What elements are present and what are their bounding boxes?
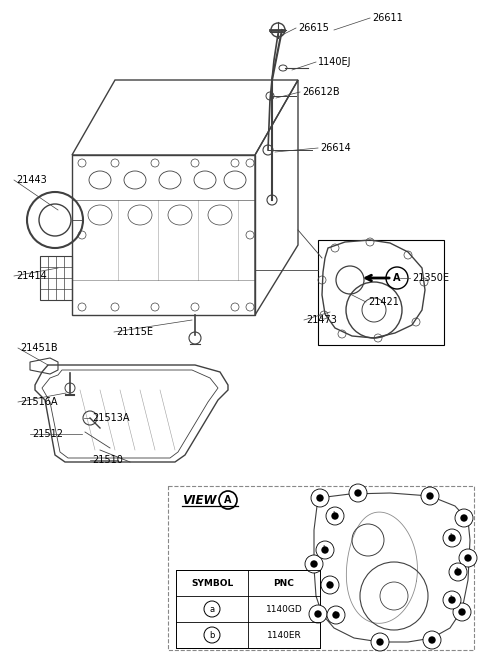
Text: a: a — [428, 491, 432, 501]
Text: a: a — [430, 636, 434, 644]
Text: b: b — [456, 567, 460, 577]
Circle shape — [443, 591, 461, 609]
Circle shape — [455, 509, 473, 527]
Text: 1140GD: 1140GD — [265, 604, 302, 613]
Text: A: A — [224, 495, 232, 505]
Text: a: a — [378, 638, 383, 647]
Circle shape — [449, 535, 455, 541]
Circle shape — [386, 267, 408, 289]
Bar — [40, 256, 72, 300]
Circle shape — [316, 541, 334, 559]
Circle shape — [461, 515, 467, 521]
Circle shape — [355, 490, 361, 496]
Text: b: b — [327, 581, 333, 590]
Circle shape — [332, 513, 338, 519]
Text: 21443: 21443 — [16, 175, 47, 185]
Circle shape — [423, 631, 441, 649]
Circle shape — [315, 611, 321, 617]
Circle shape — [371, 633, 389, 651]
Circle shape — [311, 489, 329, 507]
Circle shape — [317, 495, 323, 501]
Text: PNC: PNC — [274, 579, 294, 588]
Text: 21516A: 21516A — [20, 397, 58, 407]
Text: 1140EJ: 1140EJ — [318, 57, 351, 67]
Circle shape — [459, 609, 465, 615]
Text: 21510: 21510 — [92, 455, 123, 465]
Circle shape — [455, 569, 461, 575]
Circle shape — [449, 563, 467, 581]
Circle shape — [421, 487, 439, 505]
Circle shape — [443, 529, 461, 547]
Circle shape — [327, 606, 345, 624]
Circle shape — [322, 547, 328, 553]
Text: a: a — [312, 560, 316, 569]
Text: SYMBOL: SYMBOL — [191, 579, 233, 588]
Text: 26612B: 26612B — [302, 87, 340, 97]
Text: 21350E: 21350E — [412, 273, 449, 283]
Text: VIEW: VIEW — [182, 493, 216, 506]
Text: 21512: 21512 — [32, 429, 63, 439]
Text: b: b — [334, 611, 338, 619]
Circle shape — [311, 561, 317, 567]
Circle shape — [449, 597, 455, 603]
Circle shape — [459, 549, 477, 567]
Text: a: a — [316, 609, 320, 619]
Text: a: a — [209, 604, 215, 613]
Text: 26614: 26614 — [320, 143, 351, 153]
Text: a: a — [356, 489, 360, 497]
Text: 26615: 26615 — [298, 23, 329, 33]
Circle shape — [327, 582, 333, 588]
Text: 21421: 21421 — [368, 297, 399, 307]
Text: A: A — [393, 273, 401, 283]
Text: 21414: 21414 — [16, 271, 47, 281]
Circle shape — [305, 555, 323, 573]
Circle shape — [429, 637, 435, 643]
Text: b: b — [333, 512, 337, 520]
Circle shape — [333, 612, 339, 618]
Text: 26611: 26611 — [372, 13, 403, 23]
Text: a: a — [466, 554, 470, 562]
Text: 21451B: 21451B — [20, 343, 58, 353]
Text: a: a — [460, 607, 464, 617]
Circle shape — [453, 603, 471, 621]
Text: b: b — [209, 630, 215, 640]
Bar — [318, 240, 444, 345]
Circle shape — [321, 576, 339, 594]
Circle shape — [377, 639, 383, 645]
Bar — [176, 570, 320, 648]
Circle shape — [326, 507, 344, 525]
Text: 1140ER: 1140ER — [266, 630, 301, 640]
Text: a: a — [462, 514, 467, 522]
Bar — [168, 486, 474, 650]
Text: b: b — [450, 533, 455, 543]
Text: 21115E: 21115E — [116, 327, 153, 337]
Text: a: a — [318, 493, 323, 502]
Text: b: b — [450, 596, 455, 604]
Circle shape — [309, 605, 327, 623]
Text: 21513A: 21513A — [92, 413, 130, 423]
Text: b: b — [323, 546, 327, 554]
Text: 21473: 21473 — [306, 315, 337, 325]
Circle shape — [349, 484, 367, 502]
Circle shape — [427, 493, 433, 499]
Circle shape — [465, 555, 471, 561]
